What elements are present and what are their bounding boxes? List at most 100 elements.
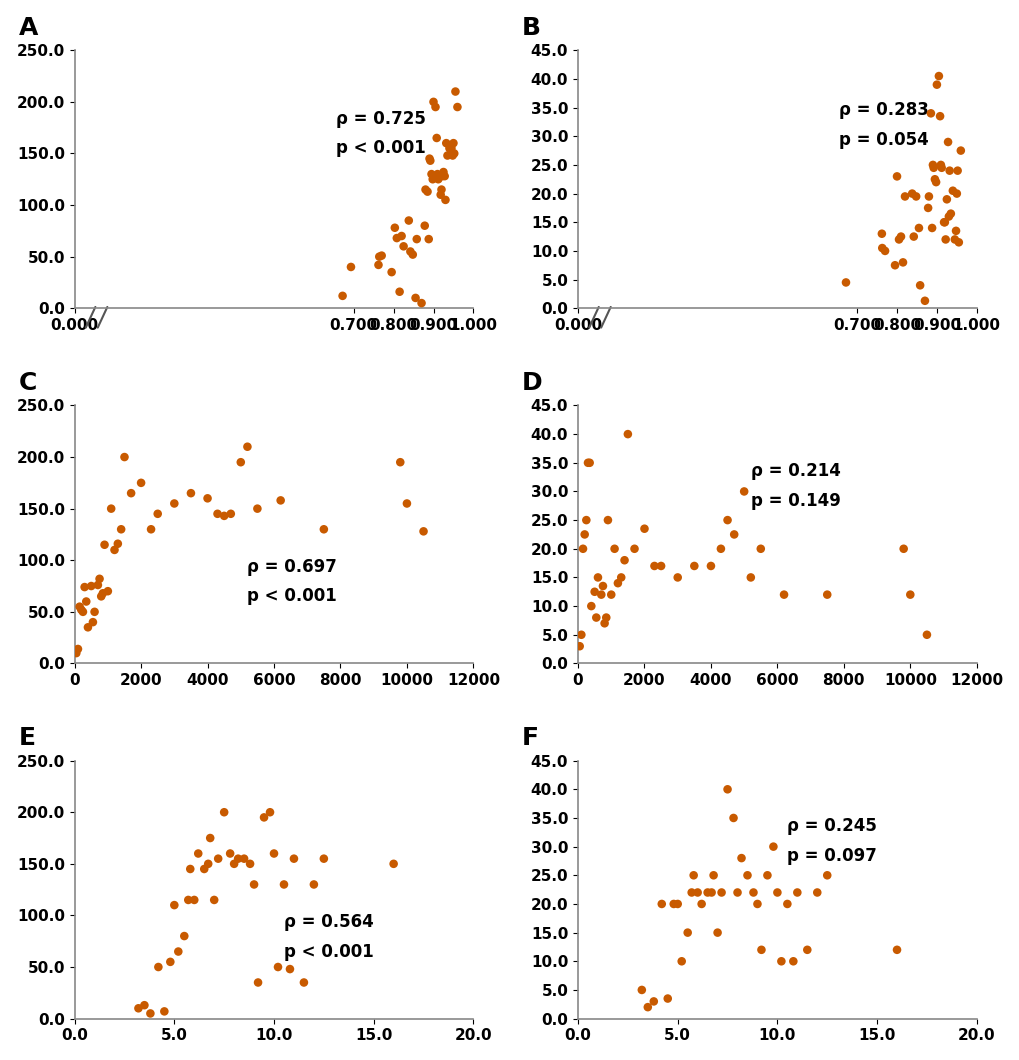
- Point: [626, 541, 642, 558]
- Point: [652, 558, 668, 575]
- Point: [894, 254, 910, 271]
- Point: [668, 569, 685, 586]
- Point: [924, 157, 941, 174]
- Point: [250, 974, 266, 991]
- Point: [895, 541, 911, 558]
- Point: [575, 541, 591, 558]
- Point: [873, 225, 890, 242]
- Point: [166, 495, 182, 512]
- Point: [936, 231, 953, 248]
- Point: [725, 810, 741, 827]
- Point: [430, 171, 446, 188]
- Point: [176, 928, 193, 944]
- Point: [718, 512, 735, 529]
- Point: [924, 159, 941, 176]
- Point: [931, 108, 948, 125]
- Point: [673, 953, 689, 970]
- Point: [85, 614, 101, 631]
- Point: [170, 943, 186, 960]
- Point: [911, 277, 927, 294]
- Point: [940, 208, 956, 225]
- Point: [78, 593, 95, 610]
- Point: [209, 506, 225, 523]
- Point: [896, 188, 912, 205]
- Point: [918, 626, 934, 643]
- Point: [285, 850, 302, 867]
- Point: [391, 454, 408, 471]
- Point: [143, 520, 159, 537]
- Point: [316, 520, 332, 537]
- Point: [425, 93, 441, 110]
- Point: [646, 558, 662, 575]
- Point: [388, 230, 405, 247]
- Point: [639, 999, 655, 1015]
- Point: [581, 455, 597, 472]
- Text: D: D: [522, 371, 542, 395]
- Point: [438, 135, 454, 152]
- Point: [592, 586, 608, 603]
- Point: [599, 512, 615, 529]
- Point: [927, 174, 944, 191]
- Point: [928, 76, 945, 93]
- Point: [416, 217, 432, 234]
- Point: [401, 243, 418, 260]
- Point: [818, 867, 835, 884]
- Point: [705, 867, 721, 884]
- Point: [798, 941, 814, 958]
- Point: [905, 228, 921, 245]
- Point: [935, 214, 952, 231]
- Point: [686, 558, 702, 575]
- Point: [615, 552, 632, 569]
- Point: [76, 579, 93, 596]
- Point: [596, 615, 612, 632]
- Point: [916, 293, 932, 310]
- Text: F: F: [522, 726, 539, 750]
- Point: [785, 953, 801, 970]
- Point: [103, 500, 119, 517]
- Point: [386, 219, 403, 236]
- Point: [612, 569, 629, 586]
- Point: [907, 188, 923, 205]
- Point: [653, 896, 669, 913]
- Point: [182, 484, 199, 501]
- Point: [437, 192, 453, 209]
- Point: [334, 287, 351, 304]
- Point: [424, 171, 440, 188]
- Point: [733, 850, 749, 867]
- Point: [910, 219, 926, 236]
- Point: [242, 855, 258, 872]
- Point: [432, 187, 448, 204]
- Point: [150, 506, 166, 523]
- Point: [929, 68, 946, 85]
- Point: [428, 129, 444, 146]
- Point: [597, 610, 613, 626]
- Point: [262, 803, 278, 820]
- Text: E: E: [18, 726, 36, 750]
- Point: [421, 151, 437, 167]
- Text: p < 0.001: p < 0.001: [248, 587, 337, 605]
- Point: [445, 135, 462, 152]
- Point: [589, 569, 605, 586]
- Point: [199, 490, 215, 507]
- Point: [944, 182, 960, 199]
- Point: [942, 206, 958, 223]
- Point: [699, 884, 715, 901]
- Point: [923, 219, 940, 236]
- Point: [768, 884, 785, 901]
- Point: [739, 867, 755, 884]
- Text: ρ = 0.214: ρ = 0.214: [750, 462, 840, 480]
- Point: [156, 1003, 172, 1020]
- Point: [434, 167, 450, 184]
- Point: [926, 171, 943, 188]
- Point: [578, 512, 594, 529]
- Point: [222, 506, 238, 523]
- Point: [270, 958, 286, 975]
- Point: [180, 891, 197, 908]
- Point: [413, 295, 429, 312]
- Point: [448, 99, 465, 116]
- Point: [665, 896, 682, 913]
- Point: [689, 884, 705, 901]
- Point: [113, 520, 129, 537]
- Point: [583, 598, 599, 615]
- Point: [950, 234, 966, 251]
